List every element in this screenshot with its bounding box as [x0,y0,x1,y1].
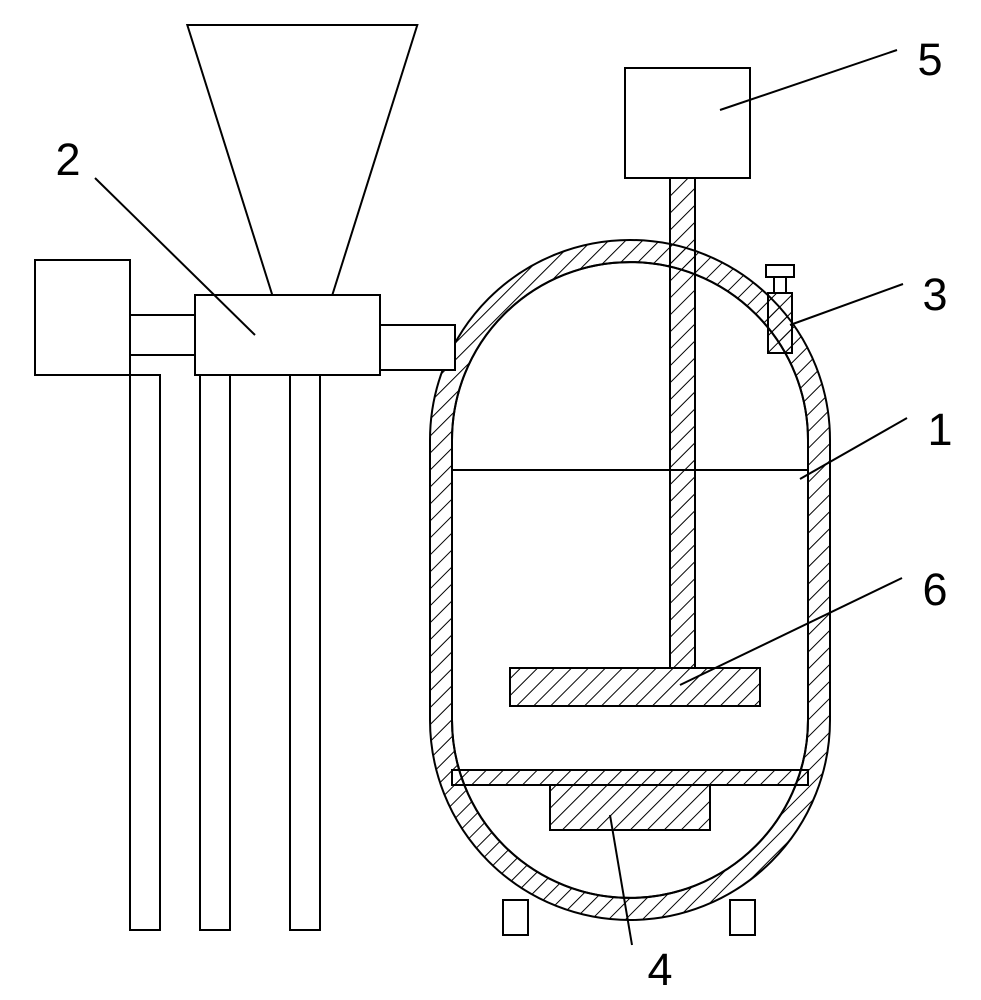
vessel-leg-2 [730,900,755,935]
leader-line-6 [680,578,902,685]
drain-block [550,785,710,830]
label-3: 3 [922,269,947,320]
valve-cap [766,265,794,277]
vessel-leg-1 [503,900,528,935]
label-6: 6 [922,564,947,615]
left-motor-connector [130,315,195,355]
impeller [510,668,760,706]
support-leg-1 [130,375,160,930]
filter-plate [452,770,808,785]
label-4: 4 [647,944,672,995]
support-leg-3 [290,375,320,930]
left-motor [35,260,130,375]
support-leg-2 [200,375,230,930]
leader-line-3 [790,284,903,325]
agitator-shaft [670,178,695,668]
label-2: 2 [55,134,80,185]
feed-pipe [380,325,455,370]
technical-diagram: 1 2 3 4 5 6 [0,0,981,1000]
motor-box [625,68,750,178]
label-1: 1 [927,404,952,455]
valve-body [768,293,792,353]
feed-chute [195,295,380,375]
leader-line-4 [610,815,632,945]
hopper [187,25,417,295]
label-5: 5 [917,34,942,85]
